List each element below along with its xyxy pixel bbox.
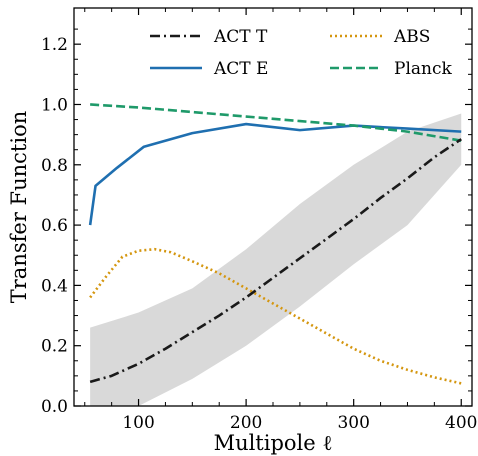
legend: ACT T ACT E ABS Planck — [150, 27, 452, 79]
y-tick-label: 0.6 — [41, 216, 68, 236]
x-tick-label: 100 — [122, 413, 154, 433]
x-tick-label: 200 — [230, 413, 262, 433]
legend-label-planck: Planck — [394, 59, 452, 79]
x-tick-label: 300 — [337, 413, 369, 433]
y-tick-label: 0.4 — [41, 276, 68, 296]
uncertainty-band-layer — [90, 114, 461, 406]
y-tick-label: 1.2 — [41, 35, 68, 55]
y-tick-label: 1.0 — [41, 95, 68, 115]
y-tick-label: 0.2 — [41, 337, 68, 357]
y-tick-label: 0.8 — [41, 156, 68, 176]
act-t-uncertainty-band — [90, 114, 461, 406]
x-tick-label: 400 — [445, 413, 477, 433]
legend-label-abs: ABS — [393, 27, 430, 47]
x-axis-label: Multipole ℓ — [214, 431, 333, 455]
legend-label-act-e: ACT E — [213, 59, 268, 79]
y-tick-label: 0.0 — [41, 397, 68, 417]
legend-label-act-t: ACT T — [213, 27, 268, 47]
y-axis-label: Transfer Function — [7, 111, 31, 304]
